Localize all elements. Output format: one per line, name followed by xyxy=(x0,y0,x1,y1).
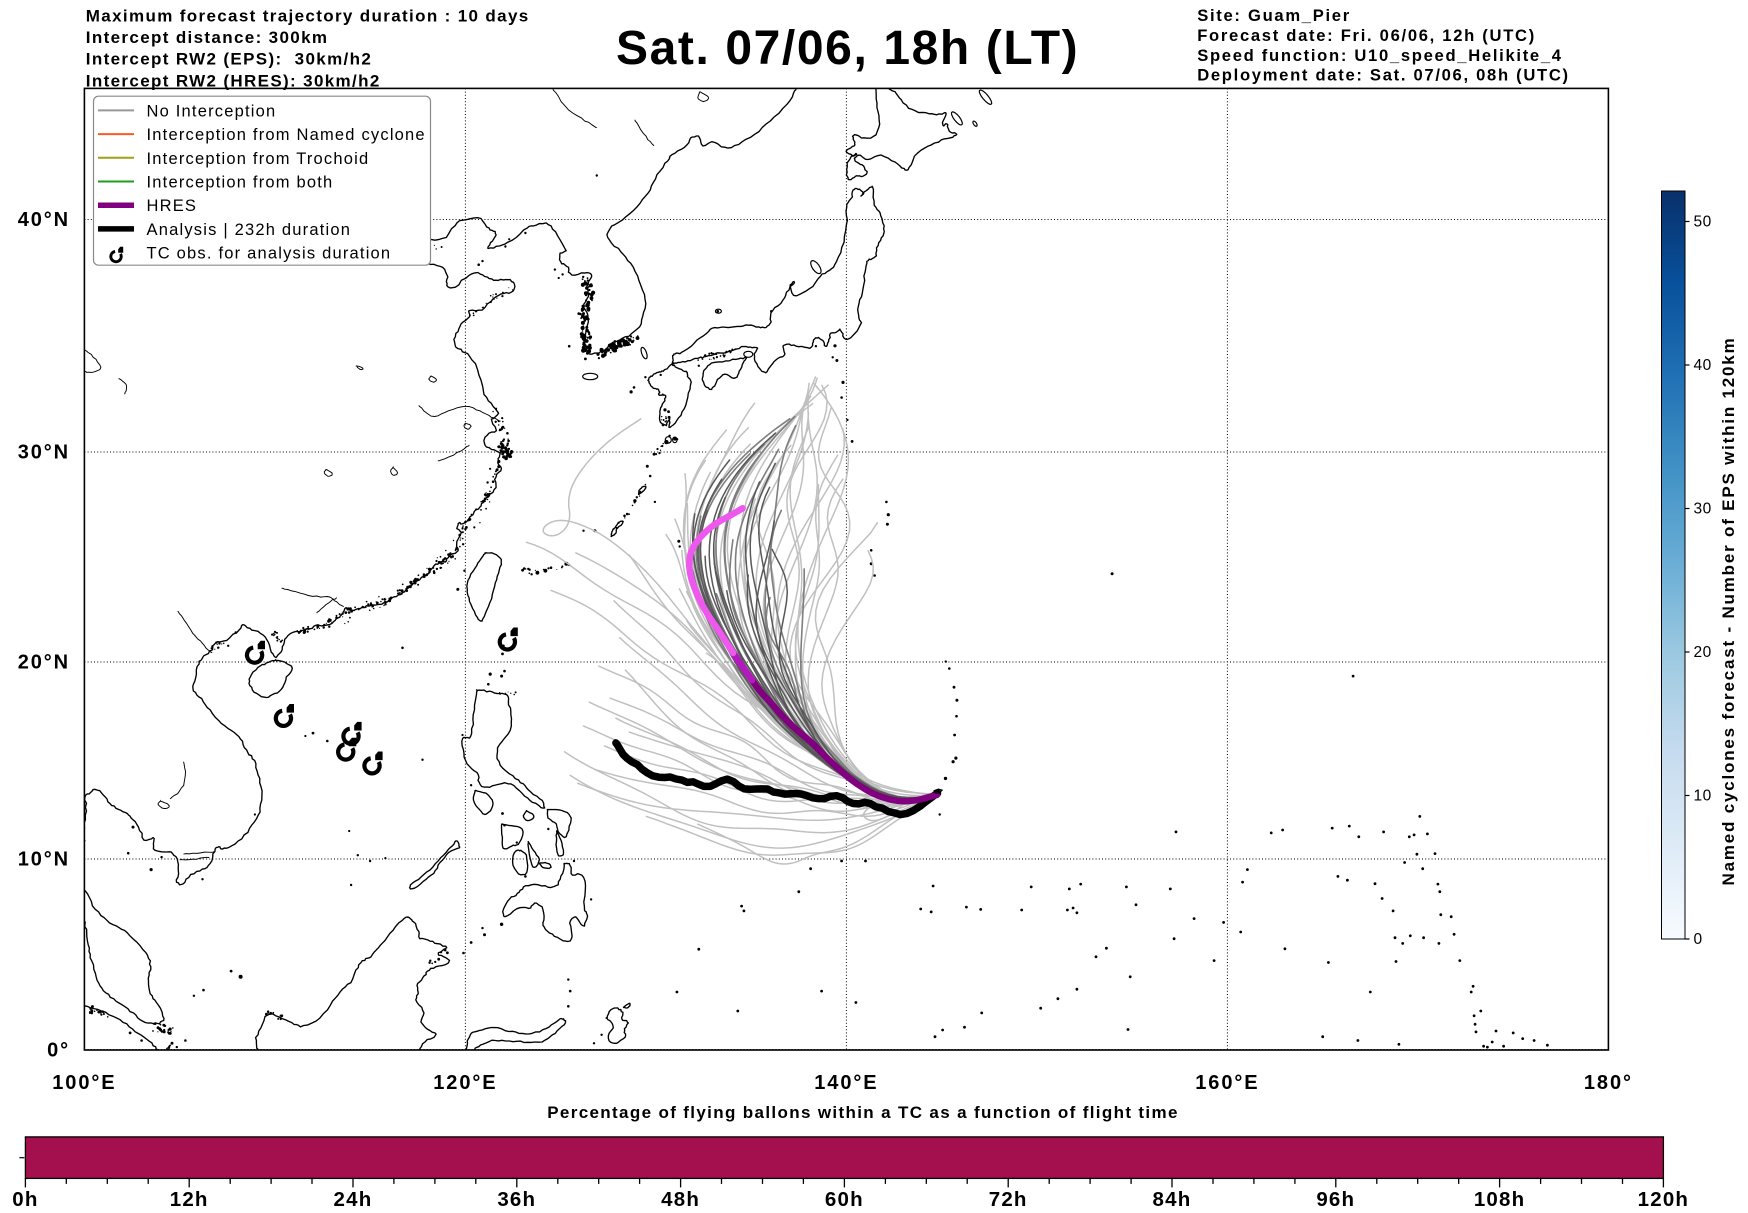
svg-text:Deployment date: Sat. 07/06, 0: Deployment date: Sat. 07/06, 08h (UTC) xyxy=(1197,66,1570,85)
svg-text:180°: 180° xyxy=(1584,1072,1633,1094)
svg-text:TC obs. for analysis duration: TC obs. for analysis duration xyxy=(147,245,392,263)
svg-text:120°E: 120°E xyxy=(433,1072,497,1094)
svg-text:Analysis | 232h duration: Analysis | 232h duration xyxy=(147,221,352,239)
svg-text:Interception from Trochoid: Interception from Trochoid xyxy=(147,150,370,168)
svg-text:Interception from both: Interception from both xyxy=(147,174,334,192)
svg-text:12h: 12h xyxy=(170,1188,209,1211)
svg-text:30°N: 30°N xyxy=(18,442,70,464)
svg-text:160°E: 160°E xyxy=(1195,1072,1259,1094)
svg-text:24h: 24h xyxy=(334,1188,373,1211)
svg-text:84h: 84h xyxy=(1153,1188,1192,1211)
svg-text:Maximum forecast trajectory du: Maximum forecast trajectory duration : 1… xyxy=(86,7,530,26)
svg-text:Sat. 07/06, 18h (LT): Sat. 07/06, 18h (LT) xyxy=(616,22,1079,75)
svg-text:Named cyclones forecast - Numb: Named cyclones forecast - Number of EPS … xyxy=(1719,337,1738,886)
svg-text:50: 50 xyxy=(1694,214,1712,231)
svg-text:40°N: 40°N xyxy=(18,209,70,231)
svg-text:0h: 0h xyxy=(12,1188,38,1211)
svg-text:100°E: 100°E xyxy=(52,1072,116,1094)
svg-text:140°E: 140°E xyxy=(814,1072,878,1094)
svg-text:Intercept distance: 300km: Intercept distance: 300km xyxy=(86,28,329,47)
svg-text:Speed function: U10_speed_Heli: Speed function: U10_speed_Helikite_4 xyxy=(1197,46,1563,65)
svg-text:10°N: 10°N xyxy=(18,849,70,871)
svg-text:HRES: HRES xyxy=(147,197,198,215)
svg-text:96h: 96h xyxy=(1316,1188,1355,1211)
svg-text:48h: 48h xyxy=(661,1188,700,1211)
svg-text:Intercept RW2 (HRES): 30km/h2: Intercept RW2 (HRES): 30km/h2 xyxy=(86,71,381,90)
svg-text:0°: 0° xyxy=(47,1040,70,1062)
svg-text:No Interception: No Interception xyxy=(147,102,277,120)
svg-text:Percentage of flying ballons w: Percentage of flying ballons within a TC… xyxy=(547,1103,1179,1122)
svg-text:60h: 60h xyxy=(825,1188,864,1211)
svg-text:108h: 108h xyxy=(1474,1188,1526,1211)
svg-text:0: 0 xyxy=(1694,931,1703,948)
svg-text:Forecast date: Fri. 06/06, 12h: Forecast date: Fri. 06/06, 12h (UTC) xyxy=(1197,26,1536,45)
svg-text:120h: 120h xyxy=(1638,1188,1690,1211)
svg-text:10: 10 xyxy=(1694,788,1712,805)
svg-text:Site: Guam_Pier: Site: Guam_Pier xyxy=(1197,6,1351,25)
svg-text:Intercept RW2 (EPS): 30km/h2: Intercept RW2 (EPS): 30km/h2 xyxy=(86,50,372,69)
svg-text:36h: 36h xyxy=(497,1188,536,1211)
svg-text:72h: 72h xyxy=(989,1188,1028,1211)
svg-text:20: 20 xyxy=(1694,644,1712,661)
svg-text:20°N: 20°N xyxy=(18,652,70,674)
svg-text:Interception from Named cyclon: Interception from Named cyclone xyxy=(147,126,426,144)
svg-text:30: 30 xyxy=(1694,501,1712,518)
svg-text:40: 40 xyxy=(1694,357,1712,374)
